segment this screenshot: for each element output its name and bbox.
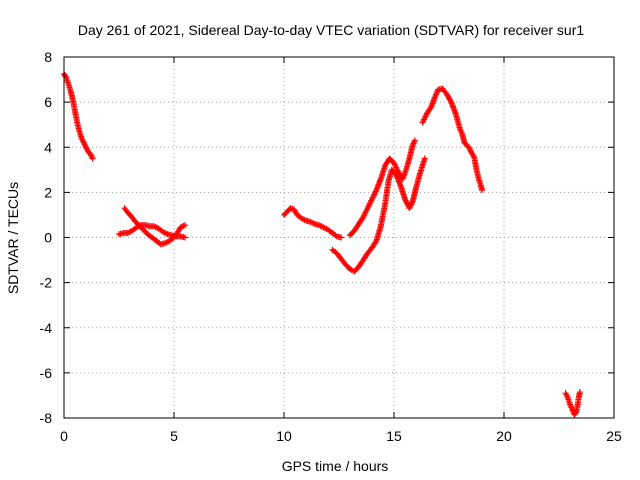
data-point [447, 97, 454, 104]
data-point [409, 199, 416, 206]
y-tick-label: -4 [40, 320, 53, 336]
plot-frame [63, 56, 615, 419]
data-point [182, 222, 188, 229]
x-tick-label: 20 [496, 428, 512, 444]
series-arc-1 [61, 70, 96, 162]
data-point [89, 155, 96, 162]
x-axis-label: GPS time / hours [282, 458, 389, 474]
y-tick-label: -6 [40, 365, 53, 381]
x-tick-label: 15 [386, 428, 402, 444]
axis-ticks: 0 5 10 15 20 25 -8 -6 -4 -2 0 2 4 6 8 [40, 49, 622, 444]
data-point [182, 234, 188, 241]
y-tick-label: 2 [44, 184, 52, 200]
series-arc-8 [562, 389, 583, 418]
data-point [408, 201, 415, 208]
data-points [61, 70, 583, 418]
y-tick-label: -8 [40, 410, 53, 426]
y-tick-label: 0 [44, 230, 52, 246]
y-tick-label: 4 [44, 139, 52, 155]
chart-title: Day 261 of 2021, Sidereal Day-to-day VTE… [78, 22, 584, 38]
data-point [576, 389, 583, 396]
data-point [421, 155, 428, 162]
x-tick-label: 5 [170, 428, 178, 444]
series-arc-5 [329, 155, 428, 275]
y-axis-label: SDTVAR / TECUs [5, 182, 21, 294]
series-arc-7 [419, 85, 485, 194]
series-arc-6 [347, 137, 418, 239]
data-point [406, 205, 413, 212]
y-tick-label: -2 [40, 275, 53, 291]
data-point [62, 73, 69, 80]
data-point [338, 234, 345, 241]
x-tick-label: 10 [276, 428, 292, 444]
data-point [407, 203, 414, 210]
data-point [479, 187, 485, 194]
y-tick-label: 8 [44, 49, 52, 65]
data-point [372, 239, 379, 246]
y-tick-label: 6 [44, 94, 52, 110]
data-point [407, 202, 414, 209]
data-point [572, 409, 579, 416]
series-arc-3 [121, 205, 188, 248]
x-tick-label: 25 [606, 428, 622, 444]
series-arc-4 [281, 205, 345, 241]
x-tick-label: 0 [60, 428, 68, 444]
data-point [411, 137, 418, 144]
